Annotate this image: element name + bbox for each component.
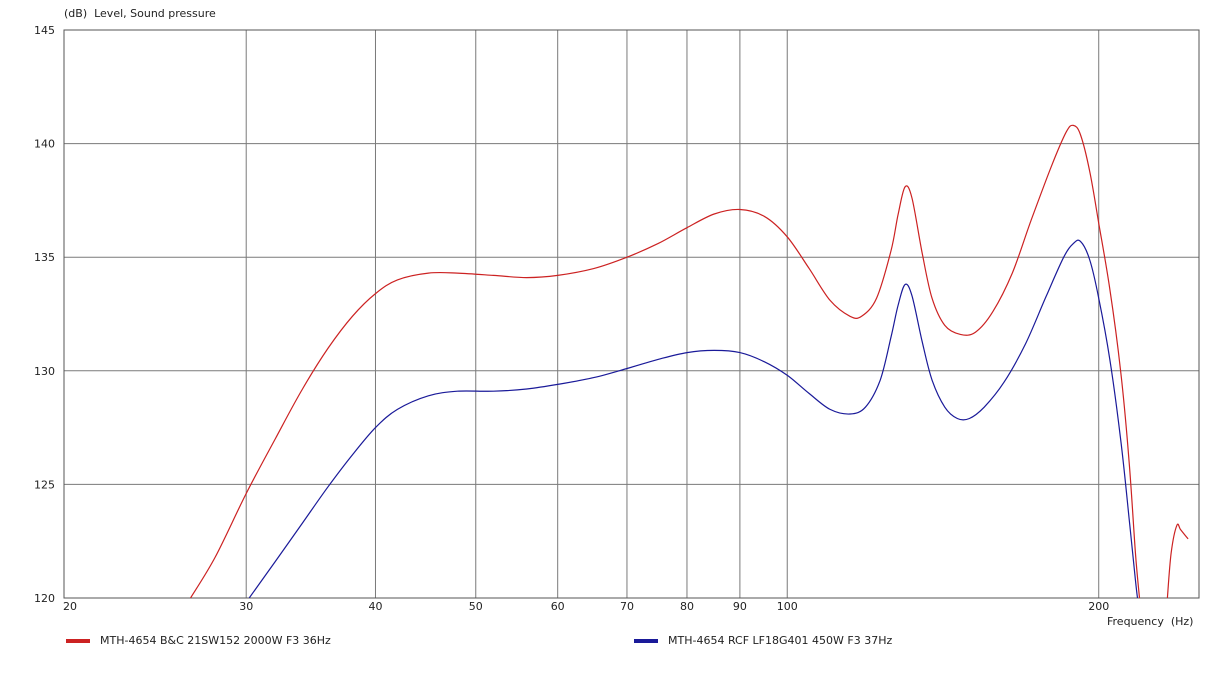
x-tick-label: 90 <box>733 600 747 613</box>
x-tick-label: 80 <box>680 600 694 613</box>
y-tick-label: 145 <box>34 24 55 37</box>
grid <box>64 29 1199 599</box>
series-line-2 <box>248 239 1139 598</box>
x-tick-labels: 20 30 40 50 60 70 80 90 100 200 <box>63 600 1109 613</box>
series-line-1-tail <box>1166 523 1189 598</box>
y-tick-label: 120 <box>34 592 55 605</box>
y-tick-label: 125 <box>34 478 55 491</box>
series-lines <box>189 124 1189 598</box>
x-tick-label: 100 <box>777 600 798 613</box>
x-tick-label: 30 <box>239 600 253 613</box>
y-axis-label: (dB) Level, Sound pressure <box>64 7 216 20</box>
legend-label-series-1: MTH-4654 B&C 21SW152 2000W F3 36Hz <box>100 634 331 647</box>
legend-label-series-2: MTH-4654 RCF LF18G401 450W F3 37Hz <box>668 634 893 647</box>
y-tick-label: 140 <box>34 138 55 151</box>
x-axis-label: Frequency (Hz) <box>1107 615 1193 628</box>
series-line-1 <box>189 124 1141 598</box>
legend-item-series-2: MTH-4654 RCF LF18G401 450W F3 37Hz <box>634 634 892 647</box>
y-tick-label: 130 <box>34 365 55 378</box>
plot-frame <box>63 29 1200 599</box>
y-tick-labels: 120 125 130 135 140 145 <box>34 24 55 605</box>
x-tick-label: 70 <box>620 600 634 613</box>
x-tick-label: 200 <box>1088 600 1109 613</box>
x-tick-label: 50 <box>469 600 483 613</box>
x-tick-label: 40 <box>368 600 382 613</box>
x-tick-label: 20 <box>63 600 77 613</box>
legend-swatch-blue <box>634 638 658 643</box>
legend-item-series-1: MTH-4654 B&C 21SW152 2000W F3 36Hz <box>66 634 331 647</box>
y-tick-label: 135 <box>34 251 55 264</box>
x-tick-label: 60 <box>551 600 565 613</box>
legend-swatch-red <box>66 638 90 643</box>
